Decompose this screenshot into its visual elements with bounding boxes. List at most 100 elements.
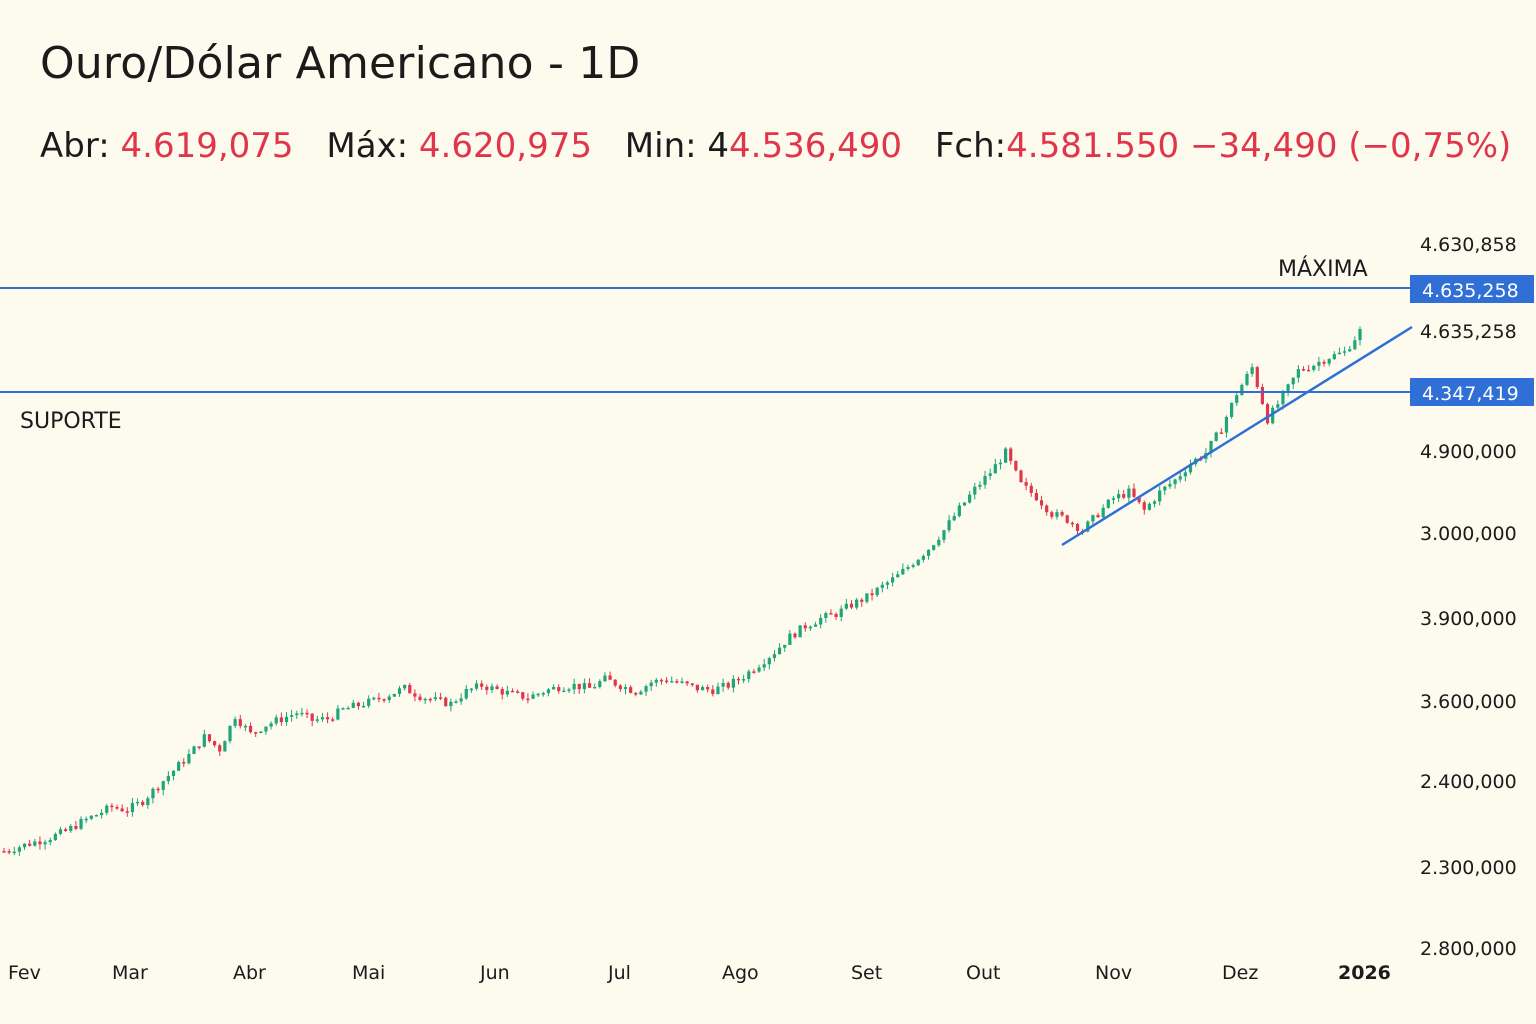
candle-body (1240, 384, 1244, 396)
candle-body (932, 545, 936, 550)
candle-body (577, 683, 581, 690)
candle-body (695, 684, 700, 691)
candle-body (885, 582, 890, 585)
candle-body (1342, 351, 1347, 353)
candle-body (1158, 490, 1162, 502)
candle-body (238, 719, 242, 727)
x-tick: Mai (352, 962, 385, 984)
candle-body (793, 633, 797, 638)
candle-body (1245, 373, 1249, 385)
candle-body (202, 734, 206, 747)
candle-body (125, 811, 129, 813)
candle-body (1086, 521, 1090, 532)
candle-body (1286, 384, 1290, 393)
candle-body (562, 690, 566, 693)
x-tick: Nov (1095, 962, 1132, 984)
candle-body (1307, 369, 1311, 372)
candle-body (629, 687, 633, 693)
candle-body (726, 682, 730, 688)
low-value: 4.536,490 (729, 126, 903, 166)
candle-body (757, 667, 761, 672)
close-value: 4.581.550 (1006, 126, 1180, 166)
candle-body (341, 708, 345, 710)
candle-body (957, 505, 961, 517)
candle-body (788, 633, 792, 645)
candle-body (1271, 407, 1275, 424)
change-value: −34,490 (−0,75%) (1190, 126, 1512, 166)
candle-body (423, 698, 427, 701)
candle-body (1075, 524, 1080, 531)
x-tick: Out (966, 962, 1000, 984)
x-tick: Set (851, 962, 882, 984)
candle-body (79, 818, 83, 829)
candle-body (490, 686, 494, 691)
candle-body (105, 805, 109, 813)
candle-body (146, 798, 150, 805)
y-axis: 4.630,858 4.635,258 4.900,000 3.000,000 … (1420, 234, 1517, 960)
candle-body (1312, 365, 1316, 370)
candle-body (177, 762, 181, 771)
candle-body (557, 687, 561, 692)
candle-body (926, 549, 931, 556)
candle-body (1009, 448, 1013, 461)
candle-body (33, 841, 37, 846)
candle-body (331, 719, 335, 721)
candle-body (752, 671, 756, 673)
candle-body (516, 691, 520, 693)
candle-body (1091, 515, 1095, 522)
candle-body (731, 678, 735, 688)
candle-body (742, 679, 746, 681)
candle-body (721, 682, 725, 687)
candle-body (264, 726, 268, 732)
price-tag-resistance-text: 4.635,258 (1422, 280, 1519, 302)
candle-body (1348, 349, 1352, 352)
candle-body (973, 486, 977, 495)
candle-body (896, 574, 900, 578)
candle-body (392, 693, 396, 697)
candle-body (700, 686, 705, 691)
candle-body (819, 617, 823, 625)
x-tick: Mar (112, 962, 148, 984)
candle-body (53, 833, 57, 841)
candle-body (1168, 484, 1172, 487)
candle-body (22, 843, 27, 848)
candle-body (444, 697, 448, 707)
candle-body (1163, 486, 1167, 491)
candle-body (135, 801, 140, 804)
close-label: Fch: (934, 126, 1007, 166)
candle-body (1142, 502, 1146, 510)
candle-body (141, 801, 145, 805)
y-tick: 4.635,258 (1420, 321, 1517, 343)
price-tag-support (1410, 378, 1534, 406)
candle-body (254, 732, 258, 734)
candle-body (906, 567, 910, 569)
candle-body (968, 494, 972, 503)
candle-body (248, 725, 253, 733)
candle-body (130, 803, 135, 813)
candle-body (1219, 432, 1223, 434)
chart-title: Ouro/Dólar Americano - 1D (40, 38, 641, 89)
x-tick: 2026 (1338, 962, 1391, 984)
candle-body (223, 741, 227, 752)
candle-body (320, 717, 325, 720)
candle-body (1045, 505, 1049, 513)
candle-body (983, 475, 987, 485)
candle-body (880, 584, 884, 588)
candle-body (855, 599, 859, 608)
candle-body (1296, 369, 1300, 378)
candle-body (228, 725, 232, 742)
y-tick: 4.630,858 (1420, 234, 1517, 256)
candle-body (28, 843, 32, 846)
candle-body (1260, 387, 1265, 405)
candle-body (336, 708, 340, 720)
trendline[interactable] (1061, 325, 1413, 547)
candle-body (464, 688, 468, 699)
candle-body (860, 599, 864, 602)
candle-body (1358, 329, 1362, 341)
candle-body (300, 712, 304, 715)
candle-body (166, 775, 170, 782)
candle-body (1070, 522, 1074, 525)
candle-body (803, 625, 807, 629)
y-tick: 4.900,000 (1420, 441, 1517, 463)
